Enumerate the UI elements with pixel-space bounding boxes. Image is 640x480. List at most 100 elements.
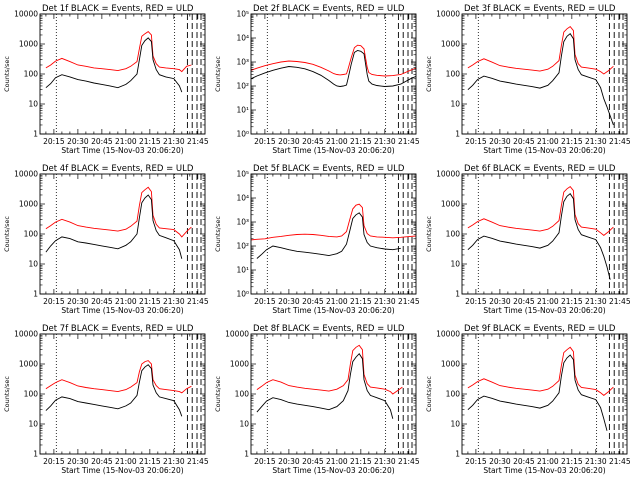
panel-title: Det 7f BLACK = Events, RED = ULD: [42, 324, 194, 334]
x-tick-label: 21:15: [350, 457, 372, 466]
x-tick-label: 21:00: [326, 297, 348, 306]
y-tick-label: 10000: [436, 170, 460, 179]
y-axis-label: Counts/sec: [3, 376, 11, 412]
y-tick-label: 10¹: [236, 106, 249, 115]
y-tick-label: 1: [33, 450, 38, 459]
x-tick-label: 20:45: [513, 457, 535, 466]
panel-title: Det 6f BLACK = Events, RED = ULD: [464, 164, 616, 174]
panel-det-7: Det 7f BLACK = Events, RED = ULD 1 10 100 10…: [3, 324, 209, 475]
x-tick-label: 21:15: [139, 297, 161, 306]
x-tick-label: 21:00: [115, 297, 137, 306]
panel-det-2: Det 2f BLACK = Events, RED = ULD 10⁰ 10¹ 10…: [214, 4, 420, 155]
y-tick-label: 10000: [225, 330, 249, 339]
y-tick-label: 100: [446, 70, 461, 79]
series-events: [45, 194, 183, 259]
x-tick-label: 20:15: [465, 457, 487, 466]
x-axis-label: Start Time (15-Nov-03 20:06:20): [483, 146, 605, 155]
y-tick-label: 100: [24, 70, 39, 79]
panel-title: Det 3f BLACK = Events, RED = ULD: [464, 4, 616, 14]
x-tick-label: 20:15: [43, 137, 65, 146]
x-tick-label: 20:30: [67, 137, 89, 146]
y-axis-label: Counts/sec: [425, 376, 433, 412]
x-tick-label: 21:30: [163, 457, 185, 466]
y-axis-label: Counts/sec: [214, 376, 222, 412]
y-tick-label: 100: [446, 390, 461, 399]
y-tick-label: 1000: [230, 360, 249, 369]
series-events: [467, 193, 611, 280]
x-tick-label: 21:15: [350, 137, 372, 146]
panel-title: Det 5f BLACK = Events, RED = ULD: [253, 164, 405, 174]
panel-title: Det 1f BLACK = Events, RED = ULD: [42, 4, 194, 14]
x-tick-label: 21:30: [163, 297, 185, 306]
plot-frame: [250, 13, 417, 135]
panel-det-9: Det 9f BLACK = Events, RED = ULD 1 10 100 10…: [425, 324, 631, 475]
y-tick-label: 1: [33, 290, 38, 299]
x-tick-label: 20:45: [513, 297, 535, 306]
x-tick-label: 20:30: [67, 297, 89, 306]
x-axis-label: Start Time (15-Nov-03 20:06:20): [61, 466, 183, 475]
x-tick-label: 21:00: [115, 137, 137, 146]
x-tick-label: 20:15: [254, 137, 276, 146]
y-tick-label: 10: [239, 420, 249, 429]
plot-frame: [461, 13, 628, 135]
series-uld: [251, 203, 416, 241]
y-tick-label: 100: [235, 390, 250, 399]
y-tick-label: 10000: [436, 10, 460, 19]
y-tick-label: 10000: [14, 330, 38, 339]
x-tick-label: 21:45: [609, 297, 631, 306]
y-tick-label: 1: [455, 450, 460, 459]
y-tick-label: 10⁴: [236, 34, 249, 43]
x-tick-label: 21:00: [537, 457, 559, 466]
x-axis-label: Start Time (15-Nov-03 20:06:20): [483, 466, 605, 475]
plot-frame: [39, 333, 206, 455]
x-tick-label: 20:45: [302, 457, 324, 466]
x-axis-label: Start Time (15-Nov-03 20:06:20): [61, 146, 183, 155]
y-tick-label: 10000: [436, 330, 460, 339]
x-tick-label: 21:30: [585, 457, 607, 466]
panel-det-6: Det 6f BLACK = Events, RED = ULD 1 10 100 10…: [425, 164, 631, 315]
x-tick-label: 21:30: [374, 297, 396, 306]
panel-title: Det 9f BLACK = Events, RED = ULD: [464, 324, 616, 334]
y-axis-label: Counts/sec: [425, 56, 433, 92]
x-tick-label: 20:30: [278, 137, 300, 146]
x-tick-label: 21:45: [609, 137, 631, 146]
y-tick-label: 10³: [236, 218, 249, 227]
y-tick-label: 10: [28, 420, 38, 429]
x-tick-label: 21:30: [585, 137, 607, 146]
plot-frame: [250, 333, 417, 455]
y-tick-label: 100: [24, 230, 39, 239]
y-tick-label: 1000: [19, 200, 38, 209]
series-uld: [467, 185, 614, 236]
x-tick-label: 21:30: [374, 457, 396, 466]
y-axis-label: Counts/sec: [3, 56, 11, 92]
x-tick-label: 20:30: [489, 457, 511, 466]
x-tick-label: 20:45: [91, 137, 113, 146]
y-axis-label: Counts/sec: [214, 216, 222, 252]
x-tick-label: 21:00: [326, 137, 348, 146]
x-tick-label: 20:15: [254, 457, 276, 466]
x-tick-label: 21:30: [374, 137, 396, 146]
y-tick-label: 10: [450, 100, 460, 109]
y-tick-label: 100: [446, 230, 461, 239]
panel-det-8: Det 8f BLACK = Events, RED = ULD 1 10 100 10…: [214, 324, 420, 475]
panel-title: Det 8f BLACK = Events, RED = ULD: [253, 324, 405, 334]
panel-det-5: Det 5f BLACK = Events, RED = ULD 10⁰ 10¹ 10…: [214, 164, 420, 315]
x-tick-label: 20:45: [91, 457, 113, 466]
x-axis-label: Start Time (15-Nov-03 20:06:20): [272, 466, 394, 475]
y-tick-label: 100: [24, 390, 39, 399]
x-tick-label: 21:30: [163, 137, 185, 146]
x-tick-label: 20:30: [489, 137, 511, 146]
x-tick-label: 20:30: [67, 457, 89, 466]
x-tick-label: 21:15: [561, 297, 583, 306]
x-tick-label: 21:15: [350, 297, 372, 306]
series-events: [251, 50, 416, 87]
x-axis-label: Start Time (15-Nov-03 20:06:20): [61, 306, 183, 315]
y-tick-label: 10: [450, 420, 460, 429]
x-tick-label: 21:45: [187, 457, 209, 466]
x-tick-label: 20:15: [43, 297, 65, 306]
y-tick-label: 1000: [441, 200, 460, 209]
y-tick-label: 10: [28, 260, 38, 269]
x-tick-label: 21:45: [187, 297, 209, 306]
x-axis-label: Start Time (15-Nov-03 20:06:20): [272, 146, 394, 155]
